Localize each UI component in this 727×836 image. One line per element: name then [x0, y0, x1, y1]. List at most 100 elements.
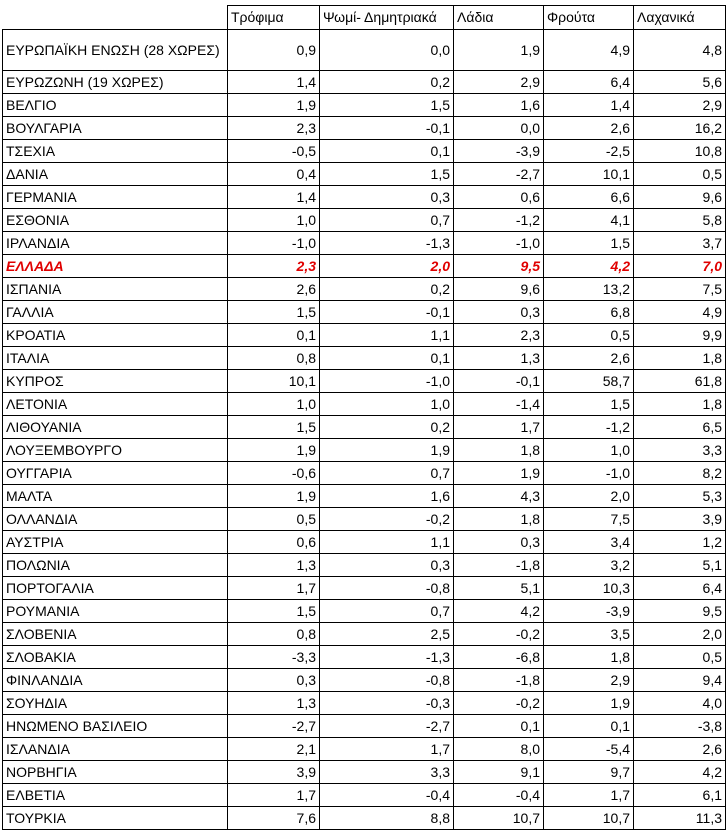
- value-cell: 1,1: [319, 530, 454, 554]
- header-row: Τρόφιμα Ψωμί- Δημητριακά Λάδια Φρούτα Λα…: [2, 5, 726, 30]
- table-row: ΗΝΩΜΕΝΟ ΒΑΣΙΛΕΙΟ -2,7 -2,7 0,1 0,1 -3,8: [2, 714, 726, 738]
- value-cell: 1,1: [319, 323, 454, 347]
- table-row: ΙΣΛΑΝΔΙΑ 2,1 1,7 8,0 -5,4 2,6: [2, 737, 726, 761]
- value-cell: 0,2: [319, 415, 454, 439]
- value-cell: 2,6: [633, 737, 726, 761]
- value-cell: -0,1: [319, 300, 454, 324]
- value-cell: 61,8: [633, 369, 726, 393]
- value-cell: 7,6: [227, 806, 320, 830]
- country-cell: ΚΥΠΡΟΣ: [2, 369, 228, 393]
- value-cell: 6,8: [543, 300, 634, 324]
- value-cell: -3,9: [453, 139, 544, 163]
- value-cell: 0,2: [319, 277, 454, 301]
- country-cell: ΟΥΓΓΑΡΙΑ: [2, 461, 228, 485]
- value-cell: 6,4: [633, 576, 726, 600]
- country-cell: ΠΟΡΤΟΓΑΛΙΑ: [2, 576, 228, 600]
- country-cell: ΑΥΣΤΡΙΑ: [2, 530, 228, 554]
- table-row: ΙΣΠΑΝΙΑ 2,6 0,2 9,6 13,2 7,5: [2, 277, 726, 301]
- country-cell: ΒΕΛΓΙΟ: [2, 93, 228, 117]
- table-row: ΕΣΘΟΝΙΑ 1,0 0,7 -1,2 4,1 5,8: [2, 208, 726, 232]
- value-cell: -1,0: [543, 461, 634, 485]
- value-cell: -1,8: [453, 553, 544, 577]
- value-cell: 0,8: [227, 346, 320, 370]
- value-cell: 2,6: [543, 116, 634, 140]
- country-cell: ΕΛΛΑΔΑ: [2, 254, 228, 278]
- value-cell: 1,0: [227, 208, 320, 232]
- table-row: ΒΕΛΓΙΟ 1,9 1,5 1,6 1,4 2,9: [2, 93, 726, 117]
- value-cell: 1,6: [453, 93, 544, 117]
- table-row: ΠΟΛΩΝΙΑ 1,3 0,3 -1,8 3,2 5,1: [2, 553, 726, 577]
- value-cell: 2,6: [227, 277, 320, 301]
- value-cell: 0,1: [543, 714, 634, 738]
- value-cell: 1,9: [227, 93, 320, 117]
- country-cell: ΙΡΛΑΝΔΙΑ: [2, 231, 228, 255]
- value-cell: -0,2: [319, 507, 454, 531]
- value-cell: 2,3: [227, 116, 320, 140]
- value-cell: 9,9: [633, 323, 726, 347]
- value-cell: 10,3: [543, 576, 634, 600]
- value-cell: 0,4: [227, 162, 320, 186]
- value-cell: 1,7: [227, 783, 320, 807]
- value-cell: 0,1: [453, 714, 544, 738]
- table-row: ΓΕΡΜΑΝΙΑ 1,4 0,3 0,6 6,6 9,6: [2, 185, 726, 209]
- value-cell: -1,0: [227, 231, 320, 255]
- value-cell: 2,1: [227, 737, 320, 761]
- value-cell: -3,3: [227, 645, 320, 669]
- value-cell: -2,7: [453, 162, 544, 186]
- table-row: ΤΟΥΡΚΙΑ 7,6 8,8 10,7 10,7 11,3: [2, 806, 726, 830]
- value-cell: 1,9: [453, 29, 544, 71]
- value-cell: -2,7: [319, 714, 454, 738]
- value-cell: -0,1: [453, 369, 544, 393]
- value-cell: 6,6: [543, 185, 634, 209]
- table-body: ΕΥΡΩΠΑΪΚΗ ΕΝΩΣΗ (28 ΧΩΡΕΣ) 0,9 0,0 1,9 4,9 4,…: [2, 29, 726, 830]
- value-cell: 10,1: [227, 369, 320, 393]
- header-bread-cereals: Ψωμί- Δημητριακά: [319, 5, 454, 30]
- value-cell: -1,2: [453, 208, 544, 232]
- value-cell: 1,9: [453, 461, 544, 485]
- table-row: ΣΛΟΒΕΝΙΑ 0,8 2,5 -0,2 3,5 2,0: [2, 622, 726, 646]
- country-cell: ΟΛΛΑΝΔΙΑ: [2, 507, 228, 531]
- value-cell: 0,5: [227, 507, 320, 531]
- value-cell: 1,8: [633, 346, 726, 370]
- value-cell: -0,1: [319, 116, 454, 140]
- value-cell: 1,4: [227, 185, 320, 209]
- value-cell: 9,5: [453, 254, 544, 278]
- value-cell: 0,6: [453, 185, 544, 209]
- value-cell: 1,4: [543, 93, 634, 117]
- value-cell: -1,3: [319, 645, 454, 669]
- value-cell: 0,2: [319, 70, 454, 94]
- value-cell: 2,9: [543, 668, 634, 692]
- value-cell: 3,3: [319, 760, 454, 784]
- table-row: ΠΟΡΤΟΓΑΛΙΑ 1,7 -0,8 5,1 10,3 6,4: [2, 576, 726, 600]
- value-cell: 3,4: [543, 530, 634, 554]
- value-cell: 6,1: [633, 783, 726, 807]
- value-cell: 13,2: [543, 277, 634, 301]
- value-cell: 7,5: [543, 507, 634, 531]
- value-cell: -1,3: [319, 231, 454, 255]
- value-cell: 5,6: [633, 70, 726, 94]
- country-cell: ΛΕΤΟΝΙΑ: [2, 392, 228, 416]
- value-cell: 2,9: [633, 93, 726, 117]
- value-cell: 16,2: [633, 116, 726, 140]
- value-cell: 3,3: [633, 438, 726, 462]
- value-cell: -0,2: [453, 622, 544, 646]
- value-cell: 4,8: [633, 29, 726, 71]
- country-cell: ΤΣΕΧΙΑ: [2, 139, 228, 163]
- value-cell: 9,5: [633, 599, 726, 623]
- table-row: ΚΥΠΡΟΣ 10,1 -1,0 -0,1 58,7 61,8: [2, 369, 726, 393]
- value-cell: 3,9: [227, 760, 320, 784]
- country-cell: ΗΝΩΜΕΝΟ ΒΑΣΙΛΕΙΟ: [2, 714, 228, 738]
- value-cell: 1,6: [319, 484, 454, 508]
- country-cell: ΙΣΛΑΝΔΙΑ: [2, 737, 228, 761]
- value-cell: 1,0: [319, 392, 454, 416]
- country-cell: ΝΟΡΒΗΓΙΑ: [2, 760, 228, 784]
- country-cell: ΛΟΥΞΕΜΒΟΥΡΓΟ: [2, 438, 228, 462]
- value-cell: 0,1: [319, 139, 454, 163]
- value-cell: 1,8: [543, 645, 634, 669]
- value-cell: 1,5: [227, 599, 320, 623]
- value-cell: 6,5: [633, 415, 726, 439]
- value-cell: 6,4: [543, 70, 634, 94]
- value-cell: 9,6: [453, 277, 544, 301]
- value-cell: 2,3: [453, 323, 544, 347]
- table-row: ΣΛΟΒΑΚΙΑ -3,3 -1,3 -6,8 1,8 0,5: [2, 645, 726, 669]
